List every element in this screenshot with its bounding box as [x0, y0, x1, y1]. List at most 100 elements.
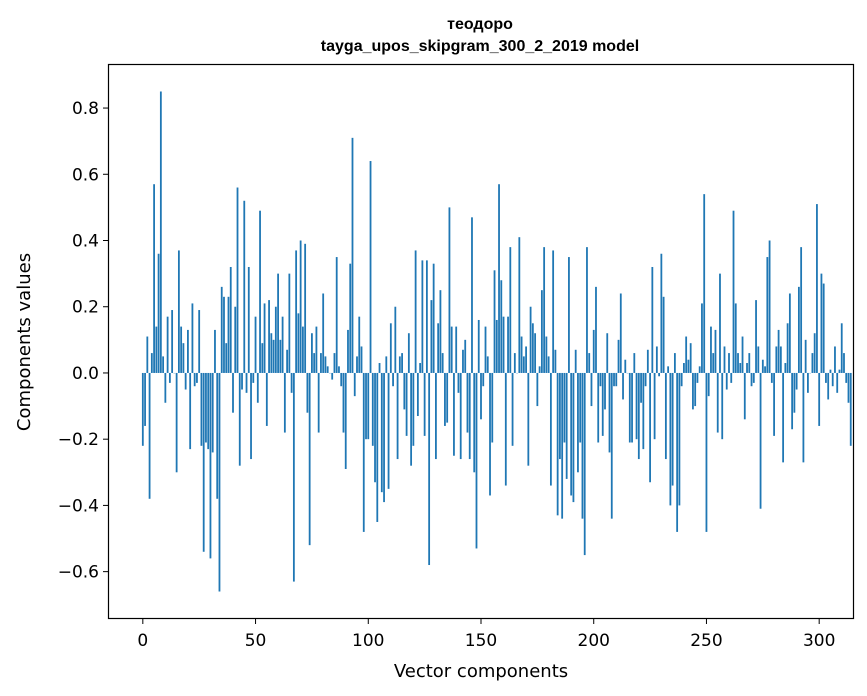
bar — [554, 349, 557, 373]
bar — [338, 366, 340, 373]
bar — [822, 283, 825, 373]
bar — [707, 372, 710, 397]
bar — [374, 372, 376, 483]
bar — [495, 319, 498, 373]
bar — [369, 161, 372, 373]
bar — [254, 316, 257, 373]
x-tick-label: 50 — [245, 631, 267, 651]
bar — [227, 296, 230, 373]
bar — [574, 349, 577, 373]
bar — [552, 250, 555, 373]
bar — [800, 247, 803, 373]
bar — [193, 372, 196, 387]
bar — [216, 372, 219, 499]
bar — [577, 372, 579, 473]
bar — [398, 356, 401, 373]
bar — [653, 372, 656, 440]
bar — [464, 339, 467, 373]
bar — [164, 372, 167, 403]
bar — [304, 243, 307, 373]
y-axis-label: Components values — [14, 253, 35, 431]
bar — [196, 372, 198, 383]
bar — [608, 372, 611, 453]
bar — [265, 372, 268, 426]
plot-frame — [107, 63, 855, 620]
bar — [342, 372, 345, 433]
bar — [378, 363, 381, 373]
bar — [716, 372, 719, 433]
bar — [791, 372, 794, 430]
bar — [301, 326, 304, 373]
bar — [473, 372, 476, 473]
bar — [633, 353, 636, 373]
bar — [259, 210, 261, 373]
bar — [207, 372, 210, 450]
bar — [838, 369, 841, 373]
bar — [651, 266, 654, 373]
bar — [750, 372, 753, 387]
bar — [380, 372, 383, 493]
x-tick-label: 0 — [137, 631, 148, 651]
bar — [527, 372, 530, 466]
bar — [211, 372, 214, 453]
bar — [367, 372, 370, 440]
bar — [394, 306, 397, 373]
bar — [493, 270, 496, 373]
bar — [324, 356, 327, 373]
bar — [245, 372, 248, 393]
bar — [642, 372, 645, 450]
bar — [788, 293, 791, 373]
bar — [640, 372, 642, 403]
bar — [349, 263, 352, 373]
bar — [525, 346, 527, 373]
bar — [719, 273, 721, 373]
bar — [313, 353, 316, 373]
bar — [613, 372, 615, 387]
bar — [793, 372, 796, 413]
bar — [730, 372, 733, 383]
bar — [243, 200, 246, 373]
bar — [425, 260, 428, 373]
bar — [831, 372, 834, 387]
bar — [150, 353, 153, 373]
bar — [694, 372, 697, 407]
bar — [766, 257, 769, 373]
bar — [592, 329, 595, 373]
bar — [209, 372, 212, 559]
y-tick-label: 0.8 — [72, 99, 99, 119]
bar — [315, 326, 318, 373]
bar — [416, 372, 419, 417]
bar — [786, 323, 789, 373]
bar — [326, 366, 329, 373]
bar — [292, 372, 295, 582]
bar — [703, 194, 706, 373]
bar — [256, 372, 259, 403]
bar — [624, 359, 627, 373]
bar — [407, 333, 410, 373]
bar — [764, 366, 766, 373]
bar — [250, 372, 252, 460]
bar — [680, 372, 683, 387]
bar — [423, 372, 426, 436]
bar — [617, 339, 620, 373]
bar — [347, 329, 349, 373]
chart-title-line2: tayga_upos_skipgram_300_2_2019 model — [321, 38, 639, 55]
bar — [513, 353, 516, 373]
bar — [840, 323, 843, 373]
bar — [698, 366, 701, 373]
y-tick-label: 0.4 — [72, 232, 99, 252]
bar — [545, 336, 548, 373]
bar — [489, 372, 491, 496]
bar — [453, 372, 455, 456]
bar — [570, 372, 573, 496]
bar — [797, 286, 800, 373]
bar — [534, 333, 537, 373]
bar — [581, 372, 584, 519]
bar — [480, 372, 482, 420]
bar — [757, 346, 760, 373]
bar — [728, 353, 730, 373]
y-axis-ticks: −0.6 −0.4 −0.2 0.0 0.2 0.4 0.6 0.8 — [58, 99, 109, 583]
bar — [401, 353, 403, 373]
bar — [502, 316, 505, 373]
